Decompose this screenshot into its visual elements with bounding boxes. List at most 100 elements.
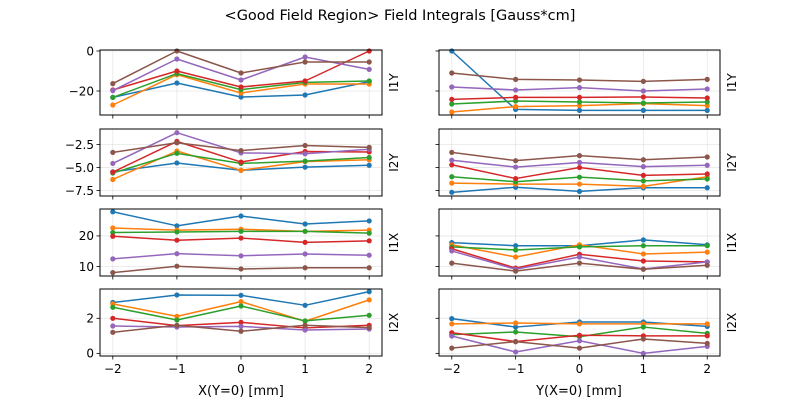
data-point [302, 322, 308, 328]
data-point [238, 299, 244, 305]
data-point [449, 189, 455, 195]
subplot-i2y-x-scan: −2.5 −5.0 −7.5 I2Y [65, 128, 401, 200]
data-point [640, 243, 646, 249]
data-point [576, 153, 583, 159]
data-point [640, 237, 646, 243]
data-point [238, 235, 244, 241]
data-point [302, 318, 308, 324]
data-point [513, 247, 519, 253]
data-point [449, 109, 455, 115]
data-point [513, 175, 519, 182]
data-point [576, 103, 583, 109]
x-tick-label: 1 [640, 362, 648, 376]
data-point [449, 70, 455, 76]
data-point [174, 150, 180, 156]
data-point [640, 183, 646, 189]
data-point [449, 162, 455, 168]
x-tick-label: 1 [301, 362, 309, 376]
row-label: I2Y [725, 153, 739, 172]
subplot-i1x-x-scan: 20 10 I1X [79, 208, 401, 280]
subplot-i1x-y-scan: I1X [435, 208, 739, 280]
data-point [110, 160, 116, 167]
data-point [576, 107, 583, 113]
data-point [174, 263, 180, 269]
x-tick-label: −2 [104, 362, 122, 376]
data-point [640, 350, 646, 356]
row-label: I1Y [725, 73, 739, 92]
data-point [640, 78, 646, 84]
data-point [513, 320, 519, 326]
data-point [576, 345, 583, 351]
subplot-i2y-y-scan: I2Y [435, 128, 739, 200]
data-point [513, 329, 519, 335]
subplot-i1y-x-scan: 0 −20 I1Y [69, 44, 401, 119]
y-tick-label: −5.0 [65, 161, 94, 175]
data-point [640, 251, 646, 257]
data-point [704, 185, 710, 191]
data-point [513, 339, 519, 345]
data-point [110, 169, 116, 175]
data-point [174, 80, 180, 86]
data-point [238, 303, 244, 309]
data-point [449, 48, 455, 54]
data-point [366, 238, 372, 244]
data-point [704, 95, 710, 101]
data-point [302, 327, 308, 333]
data-point [238, 319, 244, 325]
data-point [174, 317, 180, 323]
data-point [110, 94, 116, 100]
data-point [174, 229, 180, 235]
data-point [174, 48, 180, 54]
data-point [449, 149, 455, 156]
data-point [110, 233, 116, 239]
data-point [513, 324, 519, 330]
data-point [110, 88, 116, 94]
data-point [704, 249, 710, 255]
data-point [449, 321, 455, 327]
data-point [302, 251, 308, 257]
data-point [110, 102, 116, 108]
data-point [302, 142, 308, 149]
data-point [576, 332, 583, 338]
data-point [302, 265, 308, 271]
data-point [302, 92, 308, 98]
row-label: I2X [725, 313, 739, 332]
data-point [174, 322, 180, 328]
data-point [640, 164, 646, 170]
data-point [513, 76, 519, 82]
data-point [576, 188, 583, 195]
data-point [449, 248, 455, 254]
xlabel-left: X(Y=0) [mm] [198, 384, 284, 399]
xlabel-right: Y(X=0) [mm] [535, 384, 622, 399]
data-point [302, 302, 308, 308]
data-point [366, 78, 372, 84]
data-point [576, 164, 583, 171]
data-point [238, 77, 244, 83]
data-point [513, 349, 519, 355]
data-point [449, 174, 455, 180]
data-point [513, 104, 519, 110]
data-point [513, 94, 519, 100]
data-point [302, 164, 308, 170]
data-point [704, 99, 710, 105]
data-point [640, 178, 646, 184]
data-point [576, 99, 583, 105]
data-point [174, 56, 180, 62]
data-point [110, 176, 116, 183]
data-point [640, 107, 646, 113]
data-point [704, 321, 710, 327]
data-point [704, 86, 710, 92]
data-point [366, 324, 372, 331]
subplot-i2x-y-scan: −2 −1 0 1 2 I2X [435, 288, 739, 376]
data-point [110, 329, 116, 335]
data-point [238, 84, 244, 90]
data-point [110, 256, 116, 262]
data-point [174, 223, 180, 229]
data-point [704, 340, 710, 346]
data-point [366, 218, 372, 224]
data-point [238, 292, 244, 298]
data-point [704, 76, 710, 82]
data-point [366, 289, 372, 295]
data-point [110, 81, 116, 87]
